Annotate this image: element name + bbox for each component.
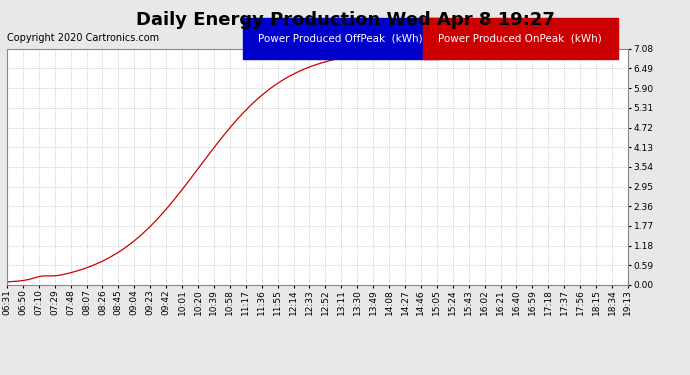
Text: Power Produced OffPeak  (kWh): Power Produced OffPeak (kWh) bbox=[259, 33, 423, 44]
Text: Copyright 2020 Cartronics.com: Copyright 2020 Cartronics.com bbox=[7, 33, 159, 44]
Text: Power Produced OnPeak  (kWh): Power Produced OnPeak (kWh) bbox=[439, 33, 602, 44]
Text: Daily Energy Production Wed Apr 8 19:27: Daily Energy Production Wed Apr 8 19:27 bbox=[135, 11, 555, 29]
